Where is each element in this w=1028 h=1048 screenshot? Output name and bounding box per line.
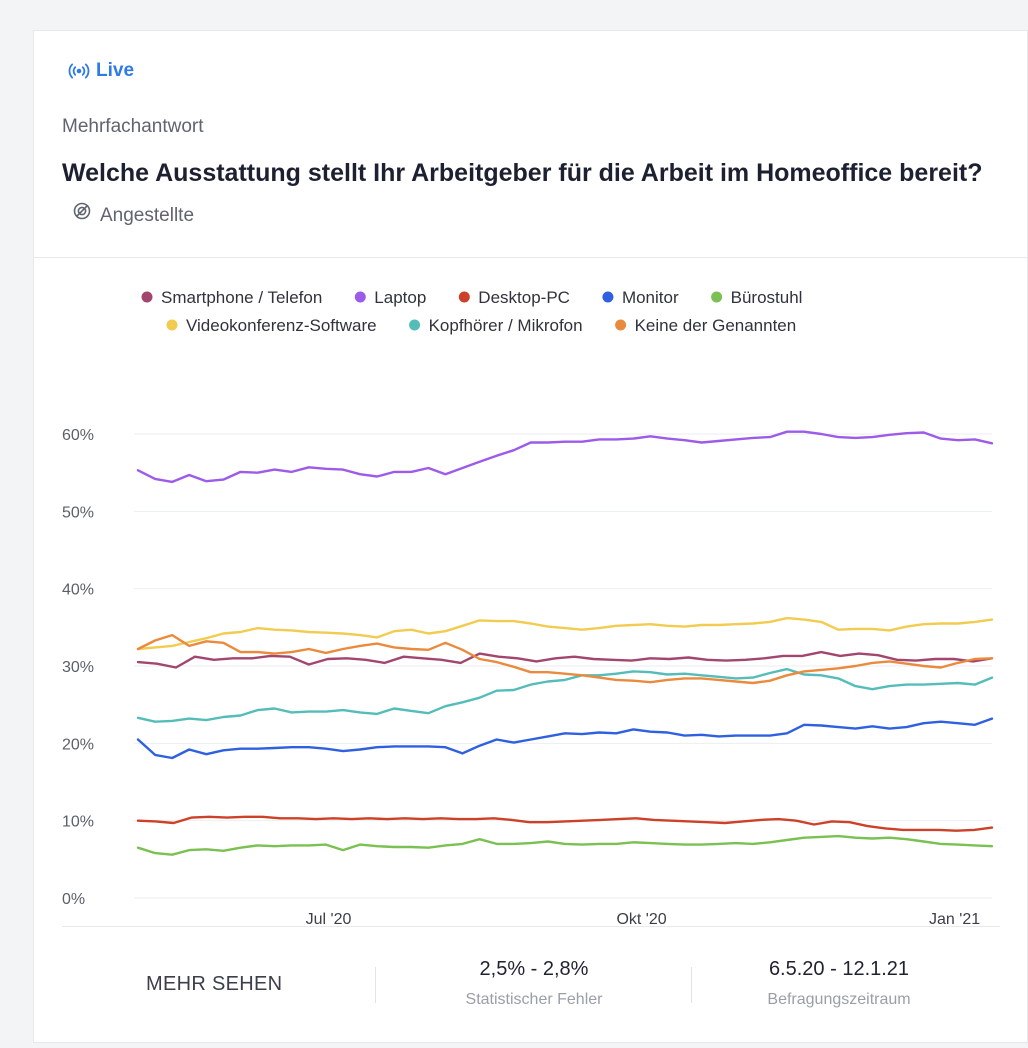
y-tick-label: 40% (62, 582, 94, 599)
question-text: Welche Ausstattung stellt Ihr Arbeitgebe… (62, 159, 983, 187)
legend-dot (711, 291, 723, 303)
broadcast-icon (68, 62, 90, 80)
legend-dot (409, 319, 421, 331)
legend-dot (354, 291, 366, 303)
y-tick-label: 50% (62, 504, 94, 521)
live-label: Live (96, 60, 135, 81)
question-title: Welche Ausstattung stellt Ihr Arbeitgebe… (62, 152, 992, 237)
chart-area: Smartphone / Telefon Laptop Desktop-PC Moni… (34, 258, 1027, 928)
series-line (136, 633, 994, 685)
error-stat: 2,5% - 2,8% Statistischer Fehler (414, 958, 654, 1009)
legend-dot (458, 291, 470, 303)
series-line (136, 650, 994, 669)
filter-icon (72, 195, 92, 237)
y-tick-label: 10% (62, 814, 94, 831)
footer-divider (62, 926, 1000, 927)
footer-separator (691, 967, 692, 1003)
error-value: 2,5% - 2,8% (479, 958, 589, 980)
x-tick-label: Jul '20 (306, 911, 352, 928)
audience-tag[interactable]: Angestellte (72, 195, 194, 237)
line-chart: Smartphone / Telefon Laptop Desktop-PC Moni… (62, 288, 994, 928)
series-line (136, 616, 994, 651)
y-tick-label: 30% (62, 659, 94, 676)
series-line (136, 815, 994, 832)
poll-card: Live Mehrfachantwort Welche Ausstattung … (33, 30, 1028, 1043)
y-tick-label: 60% (62, 427, 94, 444)
audience-label: Angestellte (100, 205, 195, 226)
period-value: 6.5.20 - 12.1.21 (768, 958, 910, 980)
live-badge[interactable]: Live (68, 60, 134, 82)
x-tick-label: Okt '20 (616, 911, 666, 928)
card-footer: MEHR SEHEN 2,5% - 2,8% Statistischer Feh… (62, 927, 1000, 1044)
footer-separator (375, 967, 376, 1003)
legend-label: Keine der Genannten (635, 316, 797, 335)
legend-label: Smartphone / Telefon (161, 288, 322, 307)
question-type: Mehrfachantwort (62, 116, 204, 137)
legend-dot (141, 291, 153, 303)
legend-label: Bürostuhl (731, 288, 803, 307)
legend-dot (166, 319, 178, 331)
period-stat: 6.5.20 - 12.1.21 Befragungszeitraum (719, 958, 959, 1009)
legend-label: Laptop (374, 288, 426, 307)
legend-label: Kopfhörer / Mikrofon (429, 316, 583, 335)
y-tick-label: 20% (62, 736, 94, 753)
series-line (136, 717, 994, 760)
card-header: Live Mehrfachantwort Welche Ausstattung … (34, 31, 1027, 258)
error-label: Statistischer Fehler (465, 991, 603, 1008)
series-line (136, 667, 994, 723)
y-tick-label: 0% (62, 891, 85, 908)
period-label: Befragungszeitraum (767, 991, 911, 1008)
legend-dot (602, 291, 614, 303)
series-line (136, 834, 994, 856)
legend-label: Monitor (622, 288, 679, 307)
x-tick-label: Jan '21 (929, 911, 980, 928)
series-line (136, 430, 994, 484)
more-button[interactable]: MEHR SEHEN (146, 973, 283, 995)
legend-label: Desktop-PC (478, 288, 570, 307)
legend-label: Videokonferenz-Software (186, 316, 377, 335)
legend-dot (615, 319, 627, 331)
